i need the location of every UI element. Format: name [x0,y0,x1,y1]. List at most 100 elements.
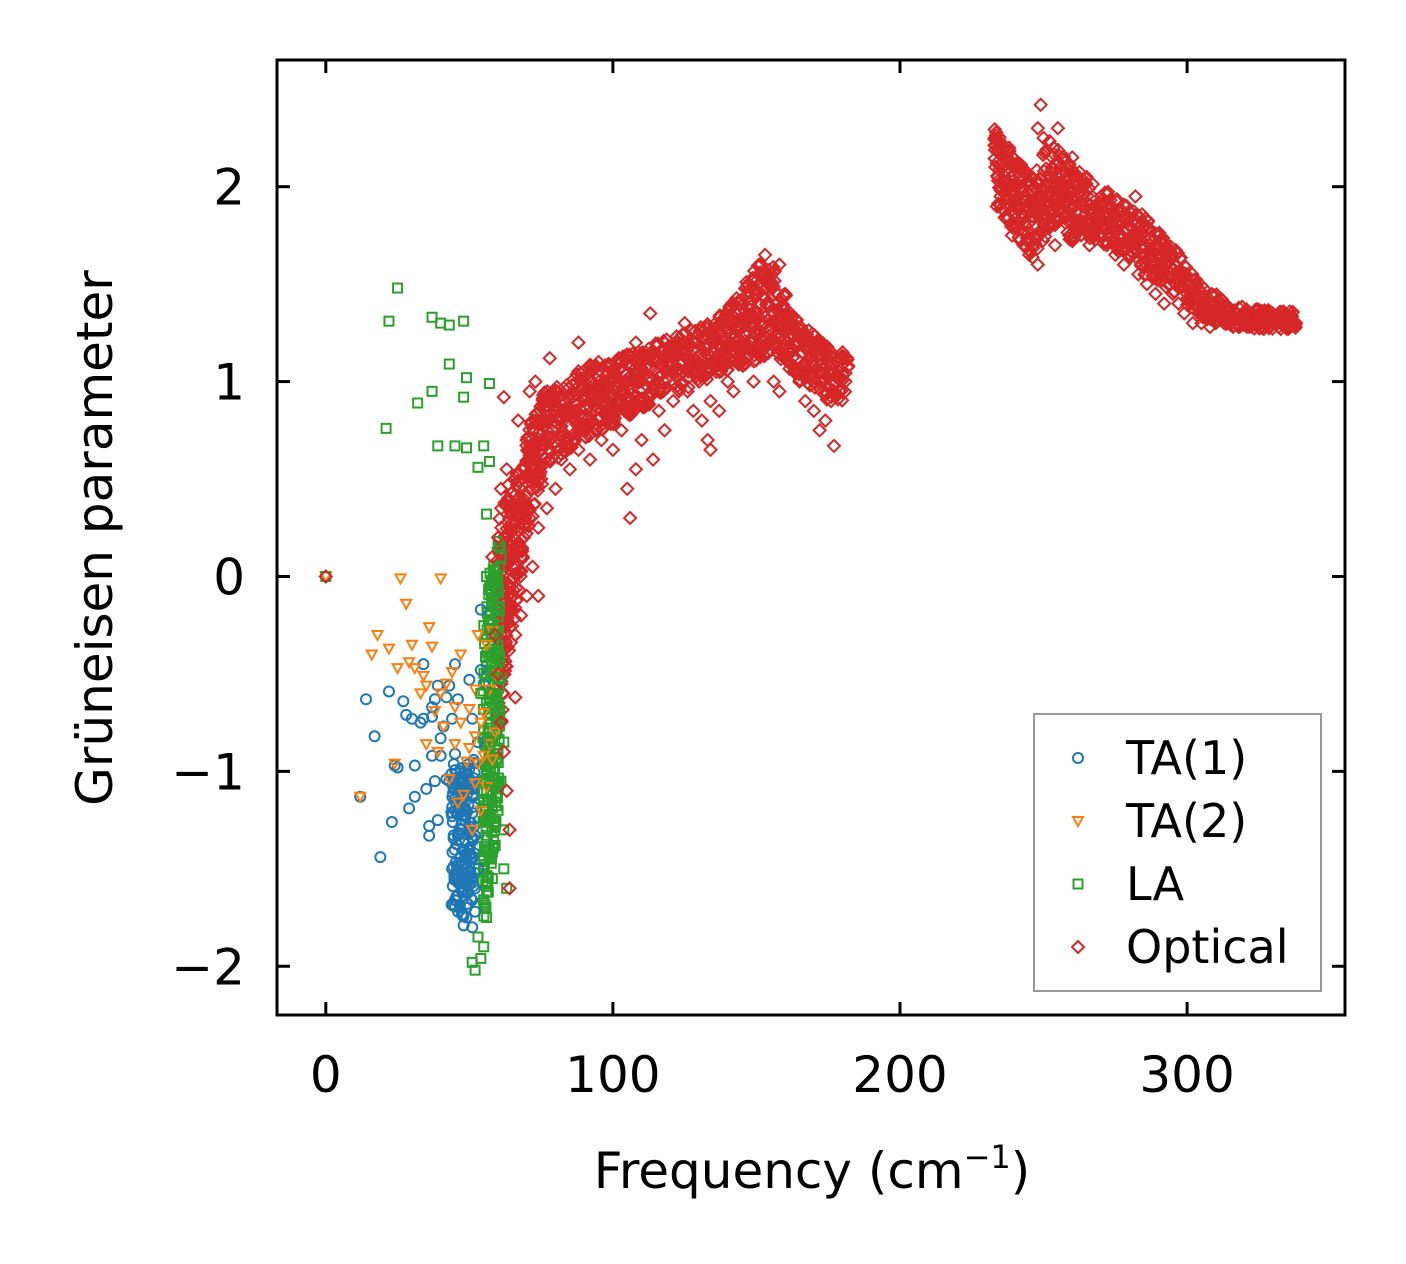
data-point [499,783,515,799]
data-point [789,325,805,341]
data-point [622,510,638,526]
data-point [489,839,501,851]
data-point [685,403,701,419]
data-point [1082,237,1097,253]
data-point [516,530,532,545]
data-point [360,693,372,706]
data-point [548,383,563,399]
data-point [1001,140,1017,156]
data-point [823,393,839,409]
data-point [513,549,529,565]
data-point [490,816,502,828]
data-point [488,727,502,740]
data-point [576,393,592,409]
data-point [460,911,473,924]
data-point [499,461,515,477]
data-point [809,354,825,370]
data-point [497,653,513,669]
data-point [479,639,494,652]
data-point [488,841,500,853]
data-point [703,393,718,409]
data-point [634,374,650,389]
legend-label: LA [1126,857,1185,911]
data-point [1107,247,1123,263]
data-point [765,259,781,275]
legend-label: TA(1) [1125,731,1247,785]
data-point [757,247,773,263]
data-point [1194,315,1209,331]
data-point [834,392,850,408]
data-point [514,477,530,493]
data-point [428,705,442,719]
data-point [580,410,596,426]
data-point [428,693,441,706]
series-optical [318,97,1304,896]
data-point [605,442,621,458]
data-point [760,344,776,360]
data-point [448,739,462,752]
data-point [474,717,488,730]
data-point [597,358,613,373]
x-axis-label-superscript: −1 [964,1138,1011,1176]
data-point [1067,198,1083,214]
data-point [468,778,482,791]
data-point [425,641,439,654]
data-point [1113,227,1129,243]
data-point [734,354,750,370]
data-point [619,481,635,497]
data-point [465,824,479,837]
data-point [571,442,586,458]
data-point [487,627,503,643]
data-point [533,413,549,428]
data-point [365,649,379,662]
data-point [548,434,564,450]
data-point [533,471,549,487]
data-point [1139,276,1155,292]
data-point [829,354,845,370]
data-point [705,325,721,341]
data-point [458,391,470,403]
data-point [740,276,756,292]
data-point [420,782,433,795]
data-point [483,853,495,865]
data-point [408,790,421,803]
data-point [1122,218,1138,234]
data-point [432,440,444,452]
data-point [1116,257,1132,273]
data-point [599,413,615,428]
data-point [657,422,672,438]
data-point [766,374,782,389]
data-point [1079,169,1095,185]
data-point [486,873,498,885]
data-point [1029,241,1045,257]
data-point [763,276,779,292]
data-point [763,274,779,290]
data-point [474,805,488,818]
data-point [783,341,799,357]
data-point [694,413,710,428]
data-point [576,422,592,438]
data-point [1260,305,1275,321]
legend-marker-ta-2- [1071,816,1085,829]
data-point [527,452,543,467]
y-tick-label: −1 [171,743,245,801]
data-point [772,383,787,399]
data-point [390,663,405,676]
data-point [318,569,334,584]
data-point [758,291,773,307]
data-point [419,739,433,752]
data-point [492,535,504,547]
data-point [571,335,586,351]
data-point [737,315,753,331]
legend-marker-ta-1- [1072,752,1084,764]
data-point [482,739,497,752]
data-point [527,374,543,389]
data-point [826,438,842,454]
data-point [582,452,598,467]
data-point [754,315,770,331]
data-point [568,413,583,428]
data-point [480,901,492,913]
tick-layer: 0 100 200 300 −2 −1 0 1 2 [171,60,1345,1104]
data-point [463,816,476,829]
data-point [370,629,385,643]
